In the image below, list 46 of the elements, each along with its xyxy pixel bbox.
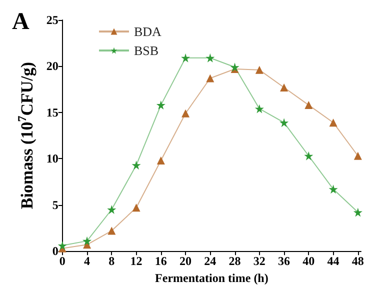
point bbox=[132, 160, 141, 170]
point bbox=[108, 226, 116, 235]
point bbox=[304, 101, 313, 110]
x-tick-label: 20 bbox=[180, 254, 192, 268]
point bbox=[329, 118, 338, 127]
legend-label: BDA bbox=[134, 24, 162, 39]
x-axis-title: Fermentation time (h) bbox=[155, 271, 268, 285]
point bbox=[156, 156, 165, 165]
x-tick-label: 4 bbox=[84, 254, 90, 268]
point bbox=[280, 118, 289, 128]
y-tick-label: 0 bbox=[52, 244, 58, 258]
x-tick-label: 48 bbox=[352, 254, 364, 268]
y-tick-label: 5 bbox=[52, 198, 58, 212]
point bbox=[58, 241, 67, 250]
point bbox=[132, 204, 140, 212]
point bbox=[181, 53, 190, 62]
point bbox=[255, 66, 264, 74]
x-tick-label: 12 bbox=[130, 254, 142, 268]
x-tick-label: 8 bbox=[108, 254, 115, 268]
point bbox=[107, 205, 116, 214]
x-tick-label: 40 bbox=[302, 254, 315, 268]
text: A bbox=[12, 9, 30, 35]
point bbox=[254, 104, 264, 114]
point bbox=[82, 236, 92, 246]
point bbox=[206, 53, 215, 62]
x-tick-label: 24 bbox=[204, 254, 216, 268]
point bbox=[230, 62, 240, 72]
point bbox=[353, 208, 362, 217]
y-tick-label: 25 bbox=[46, 13, 58, 27]
point bbox=[206, 74, 214, 82]
point bbox=[304, 151, 314, 160]
x-tick-label: 44 bbox=[327, 254, 340, 268]
x-tick-label: 16 bbox=[154, 254, 167, 268]
y-tick-label: 15 bbox=[46, 105, 58, 120]
point bbox=[156, 100, 166, 110]
y-tick-label: 10 bbox=[46, 152, 58, 166]
legend-label: BSB bbox=[134, 43, 159, 58]
point bbox=[354, 152, 362, 160]
x-tick-label: 28 bbox=[228, 254, 241, 268]
x-tick-label: 32 bbox=[253, 254, 266, 268]
point bbox=[182, 109, 190, 118]
x-tick-label: 36 bbox=[278, 254, 290, 268]
y-tick-label: 20 bbox=[46, 59, 58, 74]
point bbox=[328, 184, 338, 194]
y-axis-title: Biomass (107CFU/g) bbox=[15, 62, 36, 210]
point bbox=[280, 83, 288, 92]
